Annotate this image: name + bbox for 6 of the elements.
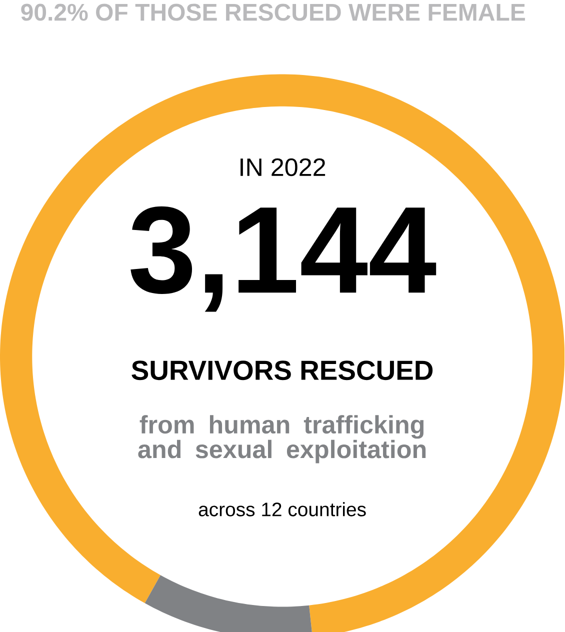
text: IN 2022	[240, 158, 326, 176]
text: SURVIVORS RESCUED	[132, 360, 433, 380]
chart-title: 90.2% OF THOSE RESCUED WERE FEMALE	[21, 4, 526, 21]
text: across 12 countries	[199, 502, 366, 516]
text: from human trafficking and sexual exploitation	[138, 415, 426, 464]
text: 3,144	[130, 206, 436, 312]
